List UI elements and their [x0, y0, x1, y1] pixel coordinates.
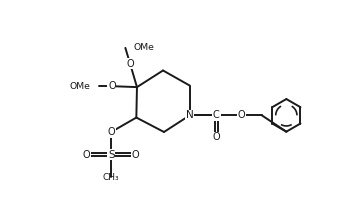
Text: OMe: OMe — [133, 43, 154, 52]
Text: O: O — [213, 132, 220, 142]
Text: S: S — [108, 150, 115, 160]
Text: OMe: OMe — [70, 82, 91, 91]
Text: CH₃: CH₃ — [103, 173, 119, 182]
Text: O: O — [107, 127, 115, 137]
Text: O: O — [126, 59, 134, 68]
Text: O: O — [132, 150, 139, 160]
Text: O: O — [238, 110, 245, 120]
Text: N: N — [186, 110, 194, 120]
Text: O: O — [83, 150, 91, 160]
Text: O: O — [108, 81, 116, 91]
Text: C: C — [213, 110, 220, 120]
